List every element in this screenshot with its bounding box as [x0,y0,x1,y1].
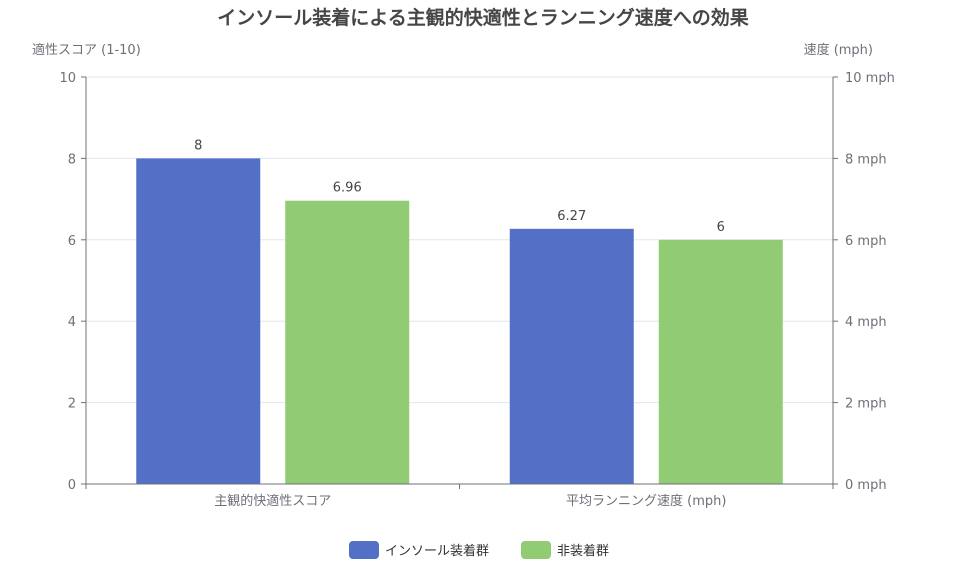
y-left-tick-label: 10 [59,71,76,86]
chart-title: インソール装着による主観的快適性とランニング速度への効果 [217,6,748,29]
legend-item[interactable]: 非装着群 [521,541,609,559]
bar [658,239,783,484]
y-left-tick-label: 8 [68,152,76,167]
y-right-tick-label: 8 mph [845,152,887,167]
legend-label: 非装着群 [557,543,609,559]
legend-item[interactable]: インソール装着群 [349,541,489,559]
x-tick-label: 主観的快適性スコア [214,493,331,509]
y-right-axis-label: 速度 (mph) [804,42,873,58]
y-left-tick-label: 2 [68,397,76,412]
y-left-tick-label: 0 [68,478,76,493]
x-tick-label: 平均ランニング速度 (mph) [566,493,726,509]
legend-swatch [521,541,551,559]
bar-value-label: 6 [717,220,725,235]
bar-value-label: 6.96 [333,181,362,196]
bar [285,200,410,484]
legend-swatch [349,541,379,559]
y-right-tick-label: 2 mph [845,397,887,412]
y-right-tick-label: 0 mph [845,478,887,493]
legend-label: インソール装着群 [385,543,489,559]
y-right-tick-label: 10 mph [845,71,895,86]
y-right-tick-label: 4 mph [845,315,887,330]
y-right-tick-label: 6 mph [845,234,887,249]
y-left-axis-label: 適性スコア (1-10) [32,42,141,58]
y-left-tick-label: 6 [68,234,76,249]
bar [136,158,261,484]
bar-value-label: 6.27 [557,209,586,224]
y-left-tick-label: 4 [68,315,76,330]
bar [509,228,634,484]
bar-value-label: 8 [194,138,202,153]
